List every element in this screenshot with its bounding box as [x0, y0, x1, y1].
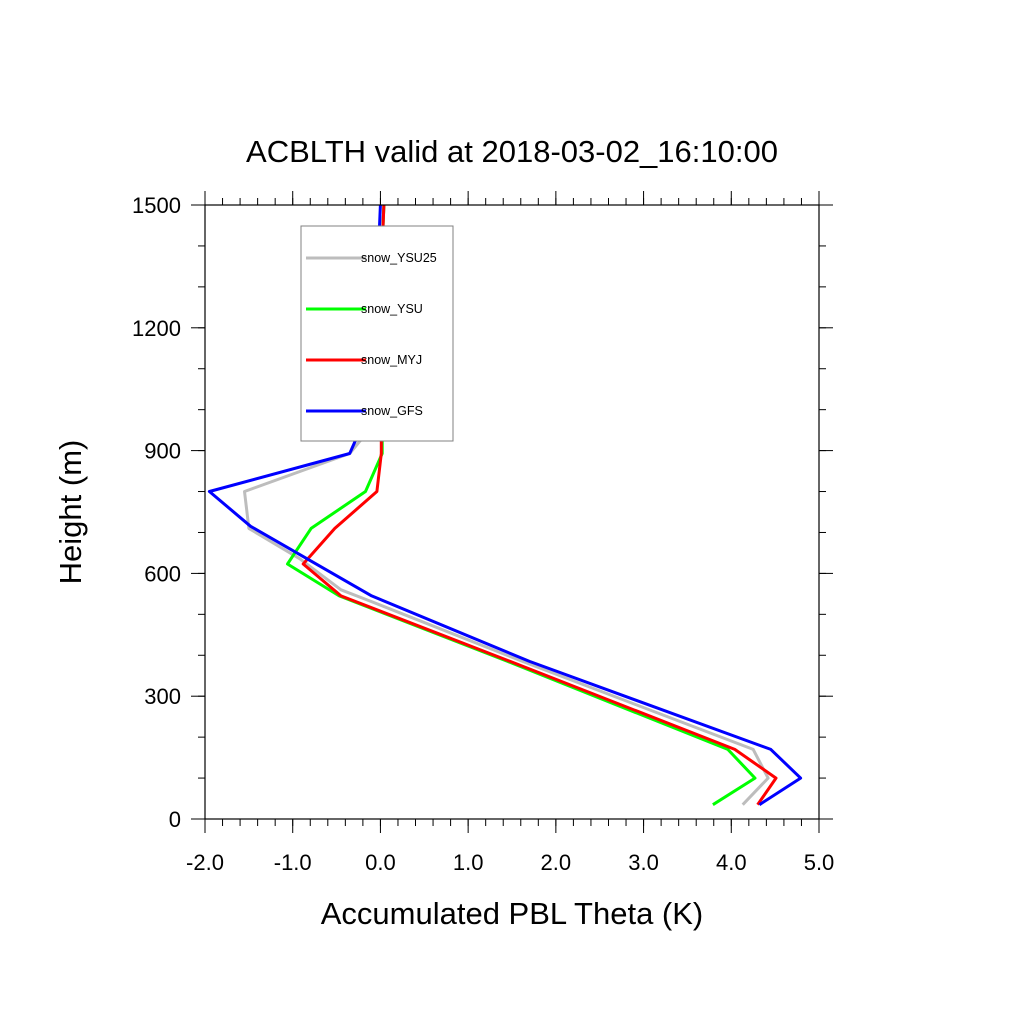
chart-title: ACBLTH valid at 2018-03-02_16:10:00	[246, 134, 778, 169]
x-tick-label: 3.0	[628, 850, 659, 875]
y-tick-label: 1200	[132, 316, 181, 341]
x-tick-label: 5.0	[804, 850, 835, 875]
legend-box	[300, 225, 454, 442]
x-axis-label: Accumulated PBL Theta (K)	[321, 896, 704, 931]
y-tick-label: 1500	[132, 193, 181, 218]
legend: snow_YSU25 snow_YSU snow_MYJ snow_GFS	[300, 225, 454, 442]
y-tick-label: 900	[144, 439, 181, 464]
x-tick-label: -1.0	[274, 850, 312, 875]
tick-marks	[191, 191, 833, 833]
legend-label-snow_YSU25: snow_YSU25	[361, 251, 437, 265]
x-tick-label: 0.0	[365, 850, 396, 875]
y-tick-label: 300	[144, 684, 181, 709]
x-tick-label: 4.0	[716, 850, 747, 875]
plot-frame	[204, 204, 820, 820]
y-axis-label: Height (m)	[53, 440, 88, 585]
y-tick-label: 600	[144, 561, 181, 586]
x-tick-label: 2.0	[541, 850, 572, 875]
tick-labels: -2.0 -1.0 0.0 1.0 2.0 3.0 4.0 5.0 0 300 600 900 1200…	[132, 193, 834, 875]
legend-label-snow_GFS: snow_GFS	[361, 404, 423, 418]
legend-label-snow_YSU: snow_YSU	[361, 302, 423, 316]
legend-label-snow_MYJ: snow_MYJ	[361, 353, 422, 367]
series-lines	[207, 204, 803, 806]
y-tick-label: 0	[169, 807, 181, 832]
x-tick-label: -2.0	[186, 850, 224, 875]
series-line-snow_GFS	[207, 204, 803, 806]
x-tick-label: 1.0	[453, 850, 484, 875]
